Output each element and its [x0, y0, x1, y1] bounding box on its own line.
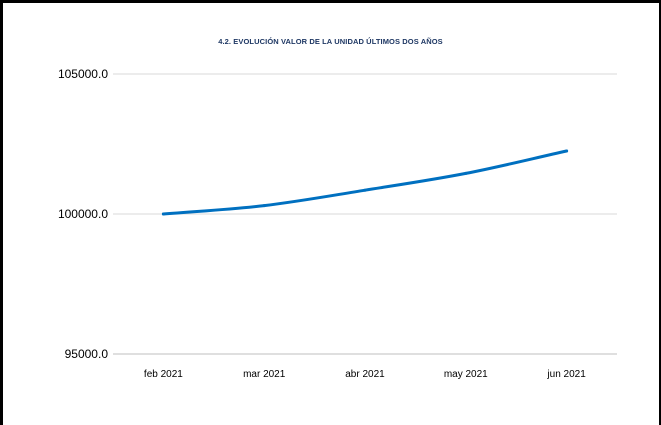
y-tick-label: 100000.0: [58, 207, 108, 221]
y-tick-label: 95000.0: [65, 347, 109, 361]
series-lines: [161, 149, 569, 216]
x-tick-label: feb 2021: [144, 369, 183, 380]
data-point: [363, 188, 367, 192]
y-tick-labels: 95000.0 100000.0 105000.0: [58, 67, 108, 361]
y-tick-label: 105000.0: [58, 67, 108, 81]
x-tick-label: abr 2021: [345, 369, 385, 380]
x-tick-labels: feb 2021 mar 2021 abr 2021 may 2021 jun 2021: [144, 369, 586, 380]
chart-title: 4.2. EVOLUCIÓN VALOR DE LA UNIDAD ÚLTIMO…: [218, 37, 443, 46]
data-point: [565, 149, 569, 153]
gridlines: [113, 73, 617, 355]
data-point: [464, 171, 468, 175]
x-tick-label: mar 2021: [243, 369, 286, 380]
data-point: [161, 212, 165, 216]
series-line: [161, 149, 569, 216]
x-tick-label: may 2021: [444, 369, 488, 380]
data-point: [262, 204, 266, 208]
x-tick-label: jun 2021: [546, 369, 586, 380]
